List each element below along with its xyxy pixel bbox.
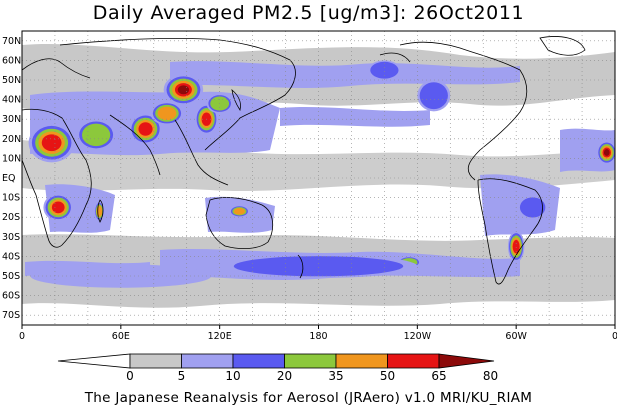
latitude-axis: 70N 60N 50N 40N 30N 20N 10N EQ 10S 20S 30S 40S 50S 60… (2, 36, 21, 321)
colorbar-segment (129, 353, 182, 369)
pm25-contour (82, 123, 111, 147)
coast-japan (231, 89, 241, 111)
pm25-contour (512, 239, 520, 254)
credit-line: The Japanese Reanalysis for Aerosol (JRA… (84, 390, 533, 406)
pm25-contour (233, 207, 246, 215)
coast-south-america (477, 178, 543, 285)
pm25-contour (519, 197, 546, 218)
pm25-contour (233, 256, 404, 277)
lat-tick-label: 70N (2, 36, 21, 47)
colorbar-high-arrow (438, 353, 495, 369)
lat-tick-label: 40N (2, 95, 21, 106)
pm25-peak (604, 149, 610, 156)
lat-tick-label: 50S (2, 271, 20, 282)
colorbar-label: 5 (178, 369, 186, 383)
coast-southeast-asia (174, 119, 229, 186)
colorbar-segment (181, 353, 234, 369)
lon-tick-label: 60E (112, 331, 130, 342)
lat-tick-label: 20S (2, 212, 20, 223)
pm25-contour (157, 106, 177, 121)
colorbar-segment (232, 353, 285, 369)
coast-greenland (539, 36, 586, 56)
colorbar-label: 0 (126, 369, 134, 383)
lat-tick-label: 10S (2, 193, 20, 204)
pm25-contour (41, 134, 62, 152)
colorbar-label: 20 (277, 369, 292, 383)
lat-tick-label: 60S (2, 291, 20, 302)
lon-tick-label: 120E (208, 331, 232, 342)
coast-india (109, 114, 161, 176)
longitude-axis: 0 60E 120E 180 120W 60W 0 (19, 325, 617, 342)
lat-tick-label: 70S (2, 310, 20, 321)
coast-north-america (399, 41, 528, 181)
coast-new-zealand (297, 254, 304, 279)
lon-tick-label: 60W (505, 331, 527, 342)
lat-tick-label: EQ (2, 173, 15, 184)
lon-tick-label: 180 (309, 331, 327, 342)
colorbar-label: 65 (431, 369, 446, 383)
pm25-peak (178, 85, 189, 94)
pm25-contour (370, 61, 399, 79)
coast-alaska (379, 52, 411, 63)
pm25-contour (138, 122, 153, 136)
grid-lines (22, 31, 615, 325)
lon-tick-label: 0 (19, 331, 25, 342)
coast-madagascar (97, 199, 104, 223)
lat-tick-label: 10N (2, 153, 21, 164)
coast-eurasia (59, 37, 296, 151)
colorbar-segment (335, 353, 388, 369)
lon-tick-label: 120W (404, 331, 432, 342)
colorbar: 0 5 10 20 35 50 65 80 (57, 353, 498, 383)
pm25-contour (51, 201, 65, 214)
pm25-contour (419, 82, 448, 110)
colorbar-segment (387, 353, 440, 369)
colorbar-label: 50 (380, 369, 395, 383)
colorbar-label: 35 (328, 369, 343, 383)
map-title: Daily Averaged PM2.5 [ug/m3]: 26Oct2011 (92, 2, 525, 24)
coast-europe (22, 58, 91, 79)
lat-tick-label: 40S (2, 251, 20, 262)
field-band-pacific-blue (280, 107, 430, 127)
lon-tick-label: 0 (612, 331, 617, 342)
lat-tick-label: 30N (2, 114, 21, 125)
colorbar-label: 80 (483, 369, 498, 383)
lat-tick-label: 30S (2, 232, 20, 243)
coast-africa (22, 108, 92, 248)
aerosol-field (22, 43, 615, 308)
lat-tick-label: 60N (2, 55, 21, 66)
lat-tick-label: 20N (2, 134, 21, 145)
lat-tick-label: 50N (2, 75, 21, 86)
colorbar-label: 10 (225, 369, 240, 383)
colorbar-low-arrow (57, 353, 131, 369)
colorbar-segment (284, 353, 337, 369)
